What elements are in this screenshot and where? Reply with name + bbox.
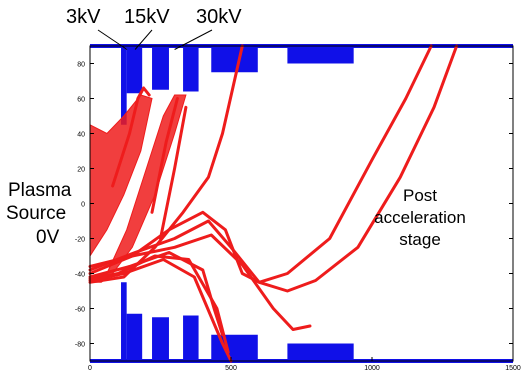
trajectory-7 <box>88 233 312 331</box>
electrode-10 <box>211 334 258 361</box>
plot-area <box>90 46 513 361</box>
label-acceleration: acceleration <box>374 208 466 228</box>
emission-fan <box>89 94 187 284</box>
y-tick-label: -80 <box>75 342 85 349</box>
electrode-7 <box>183 46 199 92</box>
electrode-8 <box>183 315 199 361</box>
y-tick-label: 0 <box>81 202 85 209</box>
electrode-6 <box>152 317 169 361</box>
plot-background <box>90 46 513 361</box>
y-tick-label: -20 <box>75 237 85 244</box>
voltage-leader-2 <box>134 29 153 50</box>
trajectory-1 <box>88 44 244 284</box>
y-tick-label: 80 <box>77 62 85 69</box>
label-0v: 0V <box>36 227 60 248</box>
label-3kv: 3kV <box>66 6 101 28</box>
electrode-1 <box>121 46 127 125</box>
label-stage: stage <box>399 230 441 250</box>
x-tick-label: 1500 <box>505 365 521 372</box>
label-30kv: 30kV <box>196 6 242 28</box>
label-post-acceleration-stage: Post acceleration stage <box>355 185 485 251</box>
y-tick-label: -40 <box>75 272 85 279</box>
electrode-9 <box>211 46 258 73</box>
voltage-leader-1 <box>97 29 128 50</box>
x-tick-label: 500 <box>225 365 237 372</box>
trajectory-10 <box>159 105 188 240</box>
y-tick-label: 60 <box>77 97 85 104</box>
voltage-leader-3 <box>174 29 213 50</box>
electrode-2 <box>121 282 127 361</box>
axes-group: 80 60 40 20 0 -20 -40 -60 -80 0 500 1000 1500 <box>75 29 521 372</box>
x-tick-label: 1000 <box>364 365 380 372</box>
electrode-11 <box>287 46 354 64</box>
electrode-3 <box>126 46 143 94</box>
electrode-4 <box>126 313 143 361</box>
label-plasma: Plasma <box>8 180 72 201</box>
x-tick-label: 0 <box>88 365 92 372</box>
electrode-12 <box>287 343 354 361</box>
y-tick-label: 40 <box>77 132 85 139</box>
trajectory-4 <box>88 251 224 337</box>
label-post: Post <box>402 186 438 205</box>
label-15kv: 15kV <box>124 6 170 28</box>
electrode-5 <box>152 46 169 90</box>
y-tick-label: 20 <box>77 167 85 174</box>
trajectory-group <box>88 44 459 363</box>
trajectory-3 <box>88 258 233 363</box>
label-source: Source <box>6 203 67 224</box>
trajectory-6 <box>88 44 459 293</box>
y-tick-label: -60 <box>75 307 85 314</box>
